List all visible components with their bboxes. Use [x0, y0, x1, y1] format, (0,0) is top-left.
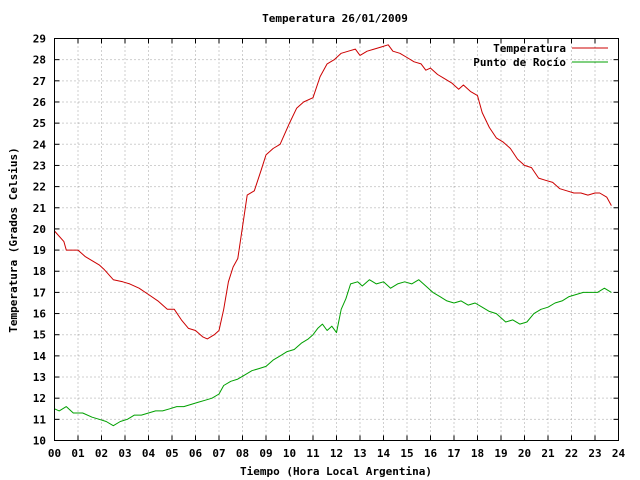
- y-tick-label: 28: [33, 54, 46, 67]
- legend: Temperatura Punto de Rocío: [473, 42, 608, 69]
- y-tick-label: 13: [33, 371, 46, 384]
- x-tick-label: 16: [424, 447, 438, 460]
- y-tick-label: 23: [33, 159, 46, 172]
- x-tick-label: 12: [330, 447, 343, 460]
- x-tick-label: 23: [588, 447, 601, 460]
- x-tick-label: 03: [118, 447, 131, 460]
- y-tick-label: 24: [33, 138, 47, 151]
- x-tick-label: 20: [518, 447, 531, 460]
- y-tick-label: 18: [33, 265, 46, 278]
- ticks: [54, 38, 619, 441]
- x-tick-label: 11: [306, 447, 320, 460]
- legend-label-punto-de-rocio: Punto de Rocío: [473, 56, 566, 69]
- y-tick-label: 14: [33, 350, 47, 363]
- x-tick-label: 06: [189, 447, 203, 460]
- series-line-0: [54, 44, 612, 340]
- x-tick-label: 21: [541, 447, 555, 460]
- x-tick-label: 14: [377, 447, 391, 460]
- y-tick-label: 22: [33, 181, 46, 194]
- x-tick-label: 13: [353, 447, 366, 460]
- x-tick-label: 07: [212, 447, 225, 460]
- y-axis-label: Temperatura (Grados Celsius): [7, 147, 20, 332]
- y-tick-labels: 10 11 12 13 14 15 16 17 18 19 20 21 22 23 24 25 26 27 28 29: [33, 33, 47, 448]
- y-tick-label: 25: [33, 117, 46, 130]
- x-tick-labels: 00 01 02 03 04 05 06 07 08 09 10 11 12 13 14 15 16 17 18 19…: [48, 447, 626, 460]
- x-tick-label: 19: [494, 447, 507, 460]
- x-tick-label: 18: [471, 447, 484, 460]
- x-tick-label: 08: [236, 447, 249, 460]
- legend-label-temperatura: Temperatura: [493, 42, 566, 55]
- series-line-1: [54, 279, 612, 427]
- series-layer: [54, 44, 612, 427]
- x-tick-label: 04: [142, 447, 156, 460]
- y-tick-label: 19: [33, 244, 46, 257]
- x-tick-label: 05: [165, 447, 178, 460]
- x-tick-label: 02: [95, 447, 108, 460]
- y-tick-label: 26: [33, 96, 47, 109]
- y-tick-label: 10: [33, 435, 46, 448]
- y-tick-label: 27: [33, 75, 46, 88]
- x-tick-label: 10: [283, 447, 296, 460]
- chart-title: Temperatura 26/01/2009: [262, 12, 408, 25]
- y-tick-label: 29: [33, 33, 46, 46]
- x-axis-label: Tiempo (Hora Local Argentina): [240, 465, 432, 478]
- y-tick-label: 15: [33, 329, 46, 342]
- y-tick-label: 11: [33, 413, 47, 426]
- x-tick-label: 15: [400, 447, 413, 460]
- x-tick-label: 17: [447, 447, 460, 460]
- y-tick-label: 17: [33, 286, 46, 299]
- x-tick-label: 09: [259, 447, 272, 460]
- grid: [54, 38, 619, 441]
- y-tick-label: 21: [33, 202, 47, 215]
- x-tick-label: 22: [565, 447, 578, 460]
- y-tick-label: 16: [33, 308, 47, 321]
- x-tick-label: 01: [71, 447, 85, 460]
- y-tick-label: 20: [33, 223, 46, 236]
- y-tick-label: 12: [33, 392, 46, 405]
- x-tick-label: 24: [612, 447, 626, 460]
- x-tick-label: 00: [48, 447, 61, 460]
